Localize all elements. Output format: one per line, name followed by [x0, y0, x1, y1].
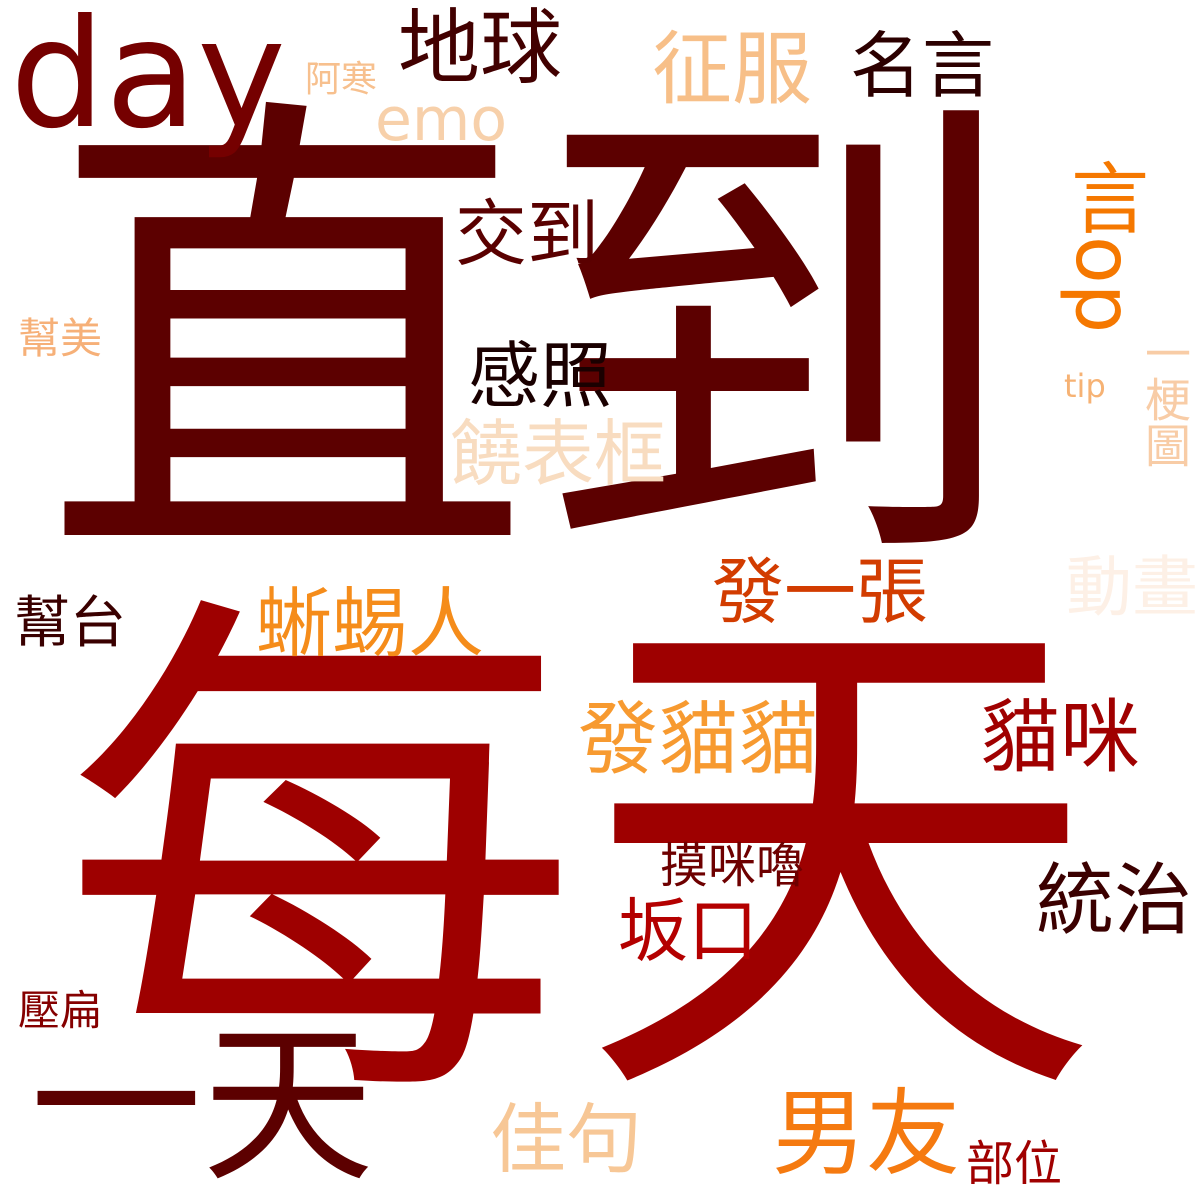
word-meitian: 每天 — [60, 557, 1100, 1163]
word-donghua: 動畫 — [1066, 549, 1198, 626]
word-emo: emo — [375, 85, 508, 155]
word-jiaju: 佳句 — [490, 1095, 642, 1184]
word-fayizhang: 發一張 — [712, 550, 929, 634]
word-tongzhi: 統治 — [1036, 856, 1193, 946]
word-zhengfu: 征服 — [652, 23, 812, 116]
word-yitian: 一天 — [30, 1005, 374, 1200]
word-tip: tip — [1064, 367, 1106, 405]
word-bangmei: 幫美 — [18, 314, 103, 363]
word-buwei: 部位 — [966, 1136, 1063, 1192]
word-diqiu: 地球 — [398, 1, 563, 96]
word-maomi: 貓咪 — [980, 691, 1140, 784]
word-zhidao: 直到 — [42, 59, 1022, 630]
word-famaomao: 發貓貓 — [578, 693, 818, 786]
word-xiyiren: 蜥蜴人 — [256, 579, 484, 668]
word-yigengtu: 一梗圖 — [1138, 330, 1192, 468]
word-ganzhao: 感照 — [468, 334, 613, 418]
word-mingyan: 名言 — [850, 24, 995, 108]
word-nanyou: 男友 — [772, 1080, 961, 1189]
word-ahan: 阿寒 — [305, 59, 378, 100]
word-momilu: 摸咪嚕 — [660, 838, 805, 894]
word-yanop: 言op — [1058, 158, 1148, 334]
word-bankou: 坂口 — [618, 890, 758, 972]
word-raobiaokuang: 饒表框 — [450, 412, 667, 496]
word-bangtai: 幫台 — [14, 591, 126, 656]
word-yabian: 壓扁 — [18, 986, 103, 1035]
word-day: day — [10, 0, 286, 162]
word-jiaodao: 交到 — [455, 192, 600, 276]
